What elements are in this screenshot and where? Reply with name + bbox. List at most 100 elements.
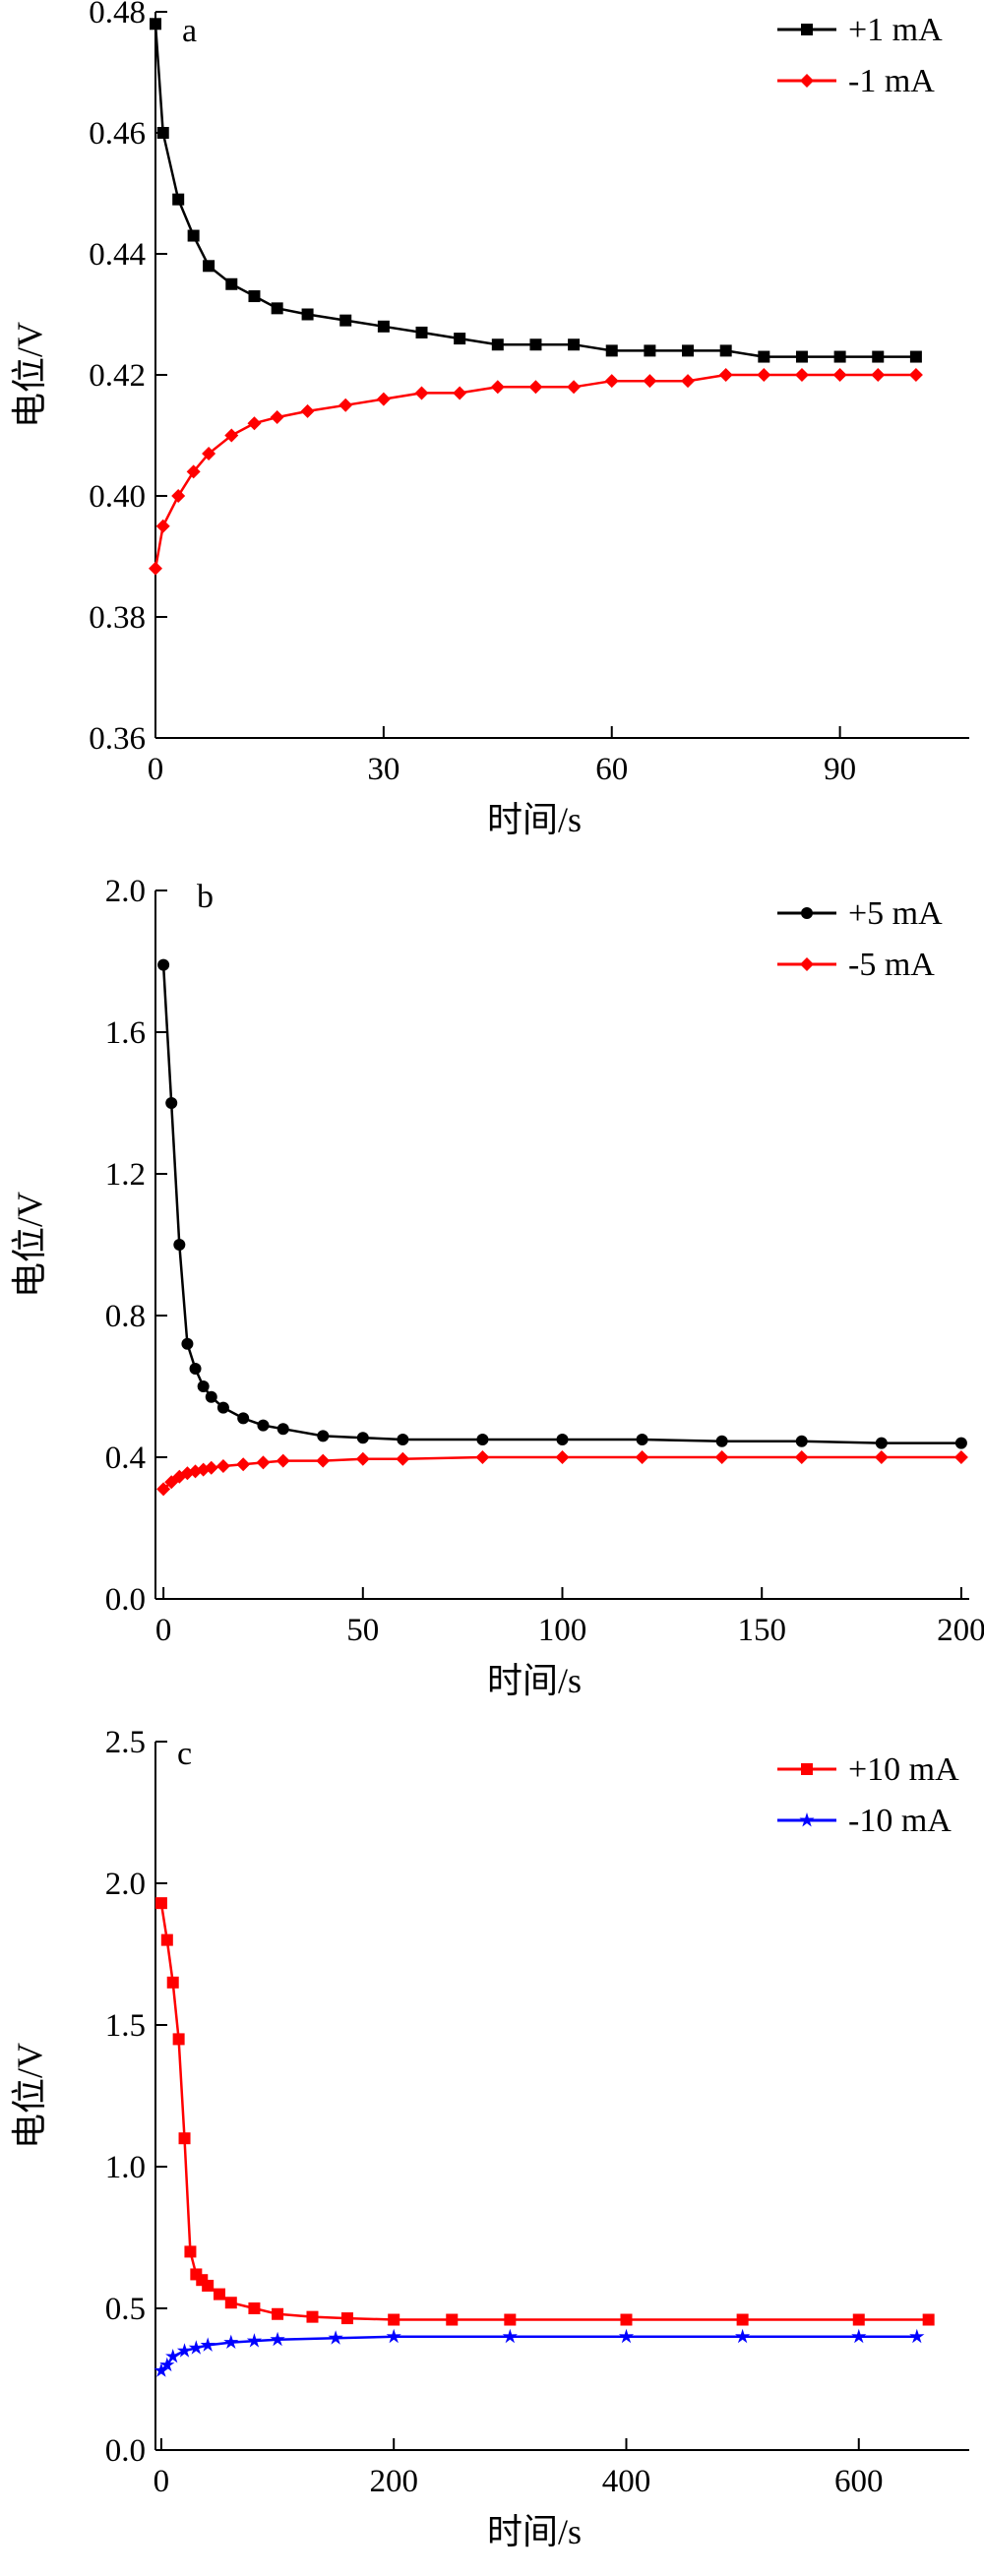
data-point <box>188 2340 204 2355</box>
data-point <box>184 2245 197 2258</box>
legend-entry: +1 mA <box>777 12 943 48</box>
x-tick-label: 150 <box>737 1613 786 1648</box>
data-point <box>256 1455 271 1470</box>
data-point <box>681 374 696 389</box>
data-point <box>236 1457 251 1472</box>
data-point <box>736 2313 749 2326</box>
y-tick-label: 0.46 <box>89 116 146 152</box>
data-point <box>300 403 315 418</box>
data-point <box>317 1430 330 1442</box>
data-point <box>875 1437 888 1449</box>
y-tick-label: 0.42 <box>89 358 146 394</box>
data-point <box>270 410 284 425</box>
panel-label: b <box>197 879 214 915</box>
legend-marker <box>801 24 813 35</box>
series-line <box>160 2335 917 2372</box>
data-point <box>874 1450 889 1464</box>
y-tick-label: 0.36 <box>89 721 146 757</box>
data-point <box>714 1450 729 1464</box>
y-tick-label: 0.5 <box>105 2292 146 2327</box>
data-point <box>301 308 314 321</box>
data-point <box>154 1897 167 1910</box>
y-tick-label: 2.0 <box>105 1867 146 1902</box>
data-point <box>529 338 542 351</box>
data-point <box>386 2328 401 2344</box>
data-point <box>339 314 352 327</box>
legend-label: -5 mA <box>848 947 935 983</box>
x-tick-label: 200 <box>369 2464 418 2499</box>
data-point <box>215 1459 230 1473</box>
data-point <box>388 2313 400 2326</box>
legend-entry: -10 mA <box>777 1803 952 1839</box>
data-point <box>156 1482 171 1497</box>
data-point <box>205 1390 217 1403</box>
data-point <box>247 416 262 431</box>
data-point <box>157 958 170 971</box>
x-axis-label: 时间/s <box>487 800 582 839</box>
data-point <box>176 2343 193 2358</box>
x-tick-label: 0 <box>155 1613 172 1648</box>
data-point <box>271 302 283 315</box>
data-point <box>277 1423 289 1436</box>
data-point <box>203 260 215 273</box>
data-point <box>567 380 582 395</box>
data-point <box>160 1933 173 1946</box>
data-point <box>954 1437 967 1449</box>
data-point <box>202 2279 215 2292</box>
y-tick-label: 0.0 <box>105 2433 146 2469</box>
y-tick-label: 0.8 <box>105 1299 146 1334</box>
series-+5ma <box>157 958 967 1449</box>
y-tick-label: 0.44 <box>89 237 146 273</box>
series--10ma <box>154 2328 925 2377</box>
x-tick-label: 30 <box>367 752 400 787</box>
legend-label: -10 mA <box>848 1803 952 1839</box>
data-point <box>356 1432 369 1444</box>
data-point <box>276 1453 290 1468</box>
data-point <box>172 2033 185 2046</box>
y-tick-label: 0.40 <box>89 479 146 515</box>
series-line <box>161 964 961 1444</box>
y-tick-label: 2.0 <box>105 874 146 909</box>
data-point <box>159 2357 175 2372</box>
data-point <box>454 333 466 345</box>
y-tick-label: 0.4 <box>105 1441 146 1476</box>
x-tick-label: 600 <box>834 2464 884 2499</box>
data-point <box>316 1453 331 1468</box>
data-point <box>604 374 619 389</box>
data-point <box>171 489 186 503</box>
legend-marker <box>800 74 814 88</box>
data-point <box>149 561 162 576</box>
series--5ma <box>156 1450 968 1497</box>
x-tick-label: 400 <box>602 2464 651 2499</box>
data-point <box>223 2334 239 2349</box>
data-point <box>270 2331 285 2347</box>
series-line <box>159 1903 929 2321</box>
data-point <box>186 464 201 479</box>
data-point <box>908 368 923 382</box>
x-tick-label: 90 <box>824 752 856 787</box>
data-point <box>794 368 809 382</box>
data-point <box>528 380 543 395</box>
data-point <box>166 1976 179 1989</box>
legend-label: +5 mA <box>848 895 943 932</box>
data-point <box>156 127 169 139</box>
legend-entry: +10 mA <box>777 1751 959 1788</box>
data-point <box>871 368 886 382</box>
y-tick-label: 1.5 <box>105 2008 146 2044</box>
data-point <box>851 2328 867 2344</box>
data-point <box>491 338 504 351</box>
legend-marker <box>801 907 813 919</box>
legend-entry: +5 mA <box>777 895 943 932</box>
data-point <box>224 428 239 443</box>
data-point <box>216 1401 229 1414</box>
data-point <box>758 350 770 363</box>
y-tick-label: 0.0 <box>105 1582 146 1618</box>
y-tick-label: 1.2 <box>105 1157 146 1193</box>
series-+10ma <box>154 1897 935 2326</box>
x-tick-label: 100 <box>538 1613 587 1648</box>
y-tick-label: 1.6 <box>105 1015 146 1051</box>
data-point <box>248 2302 261 2314</box>
data-point <box>635 1450 649 1464</box>
legend-label: +10 mA <box>848 1751 959 1788</box>
